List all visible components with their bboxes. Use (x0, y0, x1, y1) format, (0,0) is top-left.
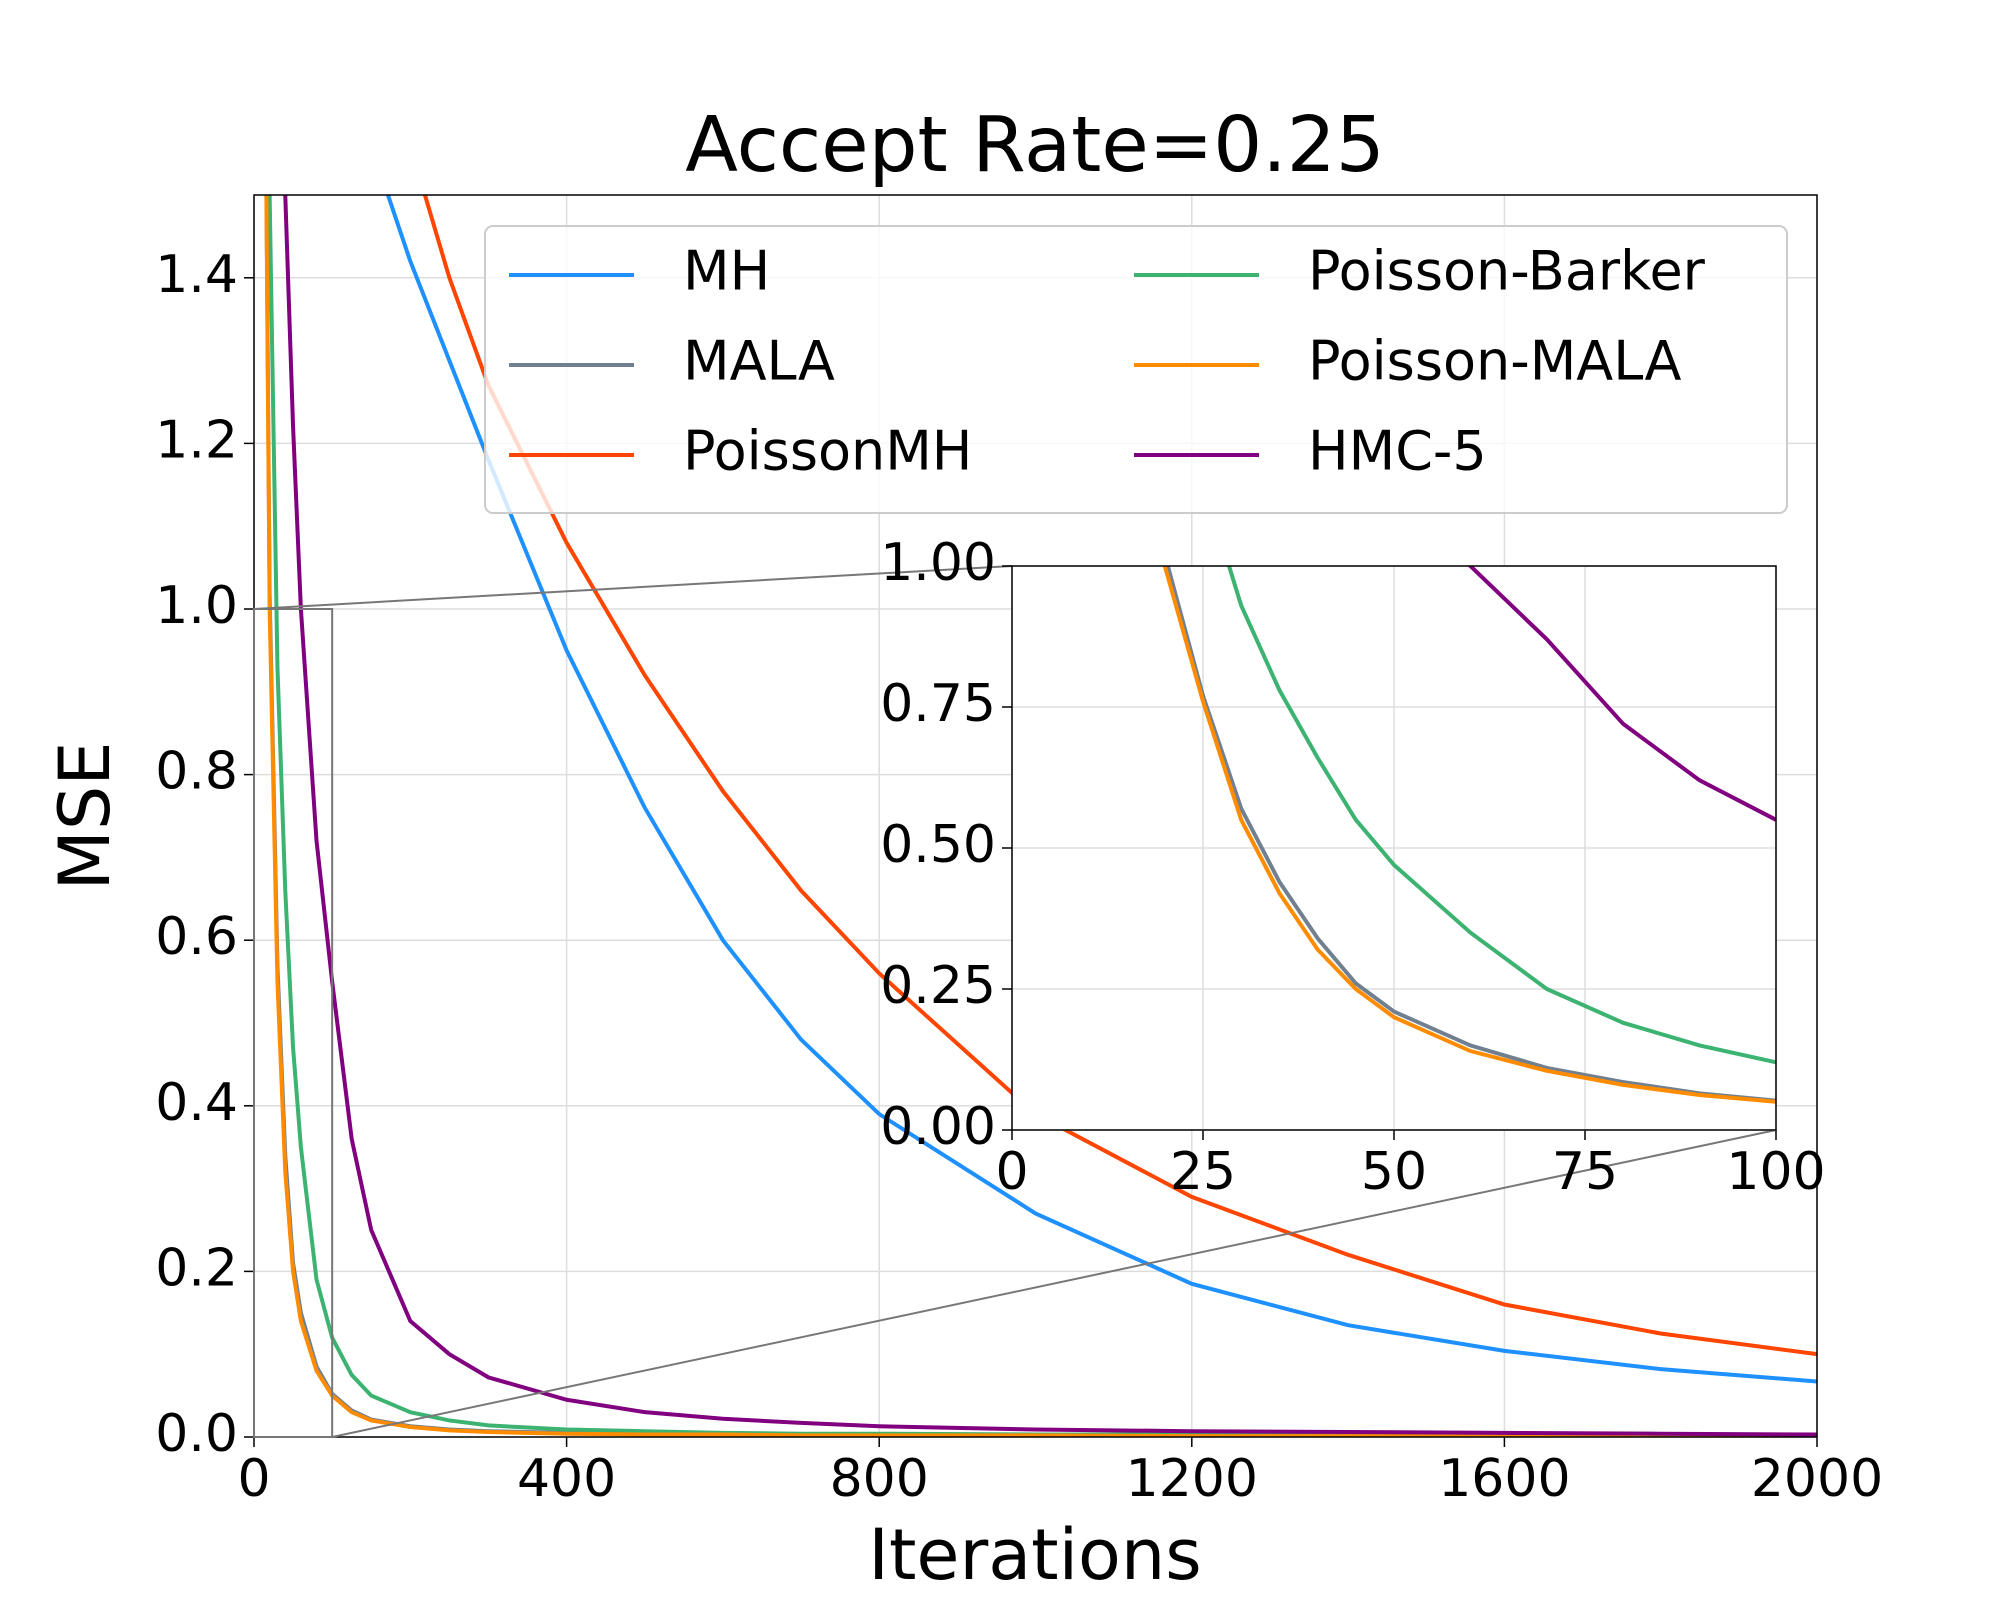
series-line (422, 195, 1817, 1357)
zoom-box (253, 608, 334, 1438)
series-line (264, 195, 1817, 1437)
x-tick-label: 75 (1552, 1142, 1618, 1202)
legend-label: Poisson-Barker (1308, 240, 1706, 303)
legend: MH MALA PoissonMH Poisson-Barker Poisson-MAL… (484, 225, 1788, 514)
x-axis-label: Iterations (868, 1514, 1201, 1596)
y-axis-label: MSE (44, 741, 126, 890)
y-tick-label: 0.75 (880, 674, 996, 734)
y-tick-label: 0.4 (155, 1073, 238, 1133)
y-tick-label: 1.2 (155, 410, 238, 470)
chart-title: Accept Rate=0.25 (685, 101, 1384, 190)
x-tick-label: 25 (1170, 1142, 1236, 1202)
x-tick-label: 400 (517, 1449, 616, 1509)
legend-label: MALA (683, 330, 835, 393)
x-tick-label: 1600 (1438, 1449, 1570, 1509)
x-tick-label: 0 (237, 1449, 270, 1509)
series-line (385, 195, 1817, 1384)
zoom-connector (331, 1129, 1777, 1438)
y-tick-label: 1.4 (155, 245, 238, 305)
y-tick-label: 1.00 (880, 533, 996, 593)
x-tick-label: 100 (1726, 1142, 1825, 1202)
x-tick-label: 800 (830, 1449, 929, 1509)
y-tick-label: 0.00 (880, 1097, 996, 1157)
series-line (1468, 566, 1776, 822)
plot: 0 25 50 75 100 0.00 0.25 0.50 0.75 1.00 (880, 533, 1825, 1202)
plot-frame (1011, 565, 1777, 1131)
legend-label: MH (683, 240, 770, 303)
lines (264, 195, 1817, 1437)
legend-box (484, 225, 1788, 514)
y-tick-label: 0.25 (880, 956, 996, 1016)
series-line (1226, 566, 1776, 1065)
legend-label: HMC-5 (1308, 420, 1487, 483)
legend-label: PoissonMH (683, 420, 972, 483)
x-tick-label: 2000 (1751, 1449, 1883, 1509)
lines (1162, 566, 1776, 1104)
legend-label: Poisson-MALA (1308, 330, 1682, 393)
series-line (283, 195, 1817, 1437)
y-tick-label: 0.0 (155, 1404, 238, 1464)
y-tick-label: 1.0 (155, 576, 238, 636)
y-tick-label: 0.50 (880, 815, 996, 875)
y-tick-label: 0.8 (155, 742, 238, 802)
series-line (1165, 566, 1776, 1103)
zoom-connector (253, 565, 1013, 610)
series-line (1162, 566, 1776, 1104)
y-tick-label: 0.6 (155, 907, 238, 967)
x-tick-label: 0 (995, 1142, 1028, 1202)
x-tick-label: 50 (1361, 1142, 1427, 1202)
y-tick-label: 0.2 (155, 1238, 238, 1298)
x-tick-label: 1200 (1126, 1449, 1258, 1509)
